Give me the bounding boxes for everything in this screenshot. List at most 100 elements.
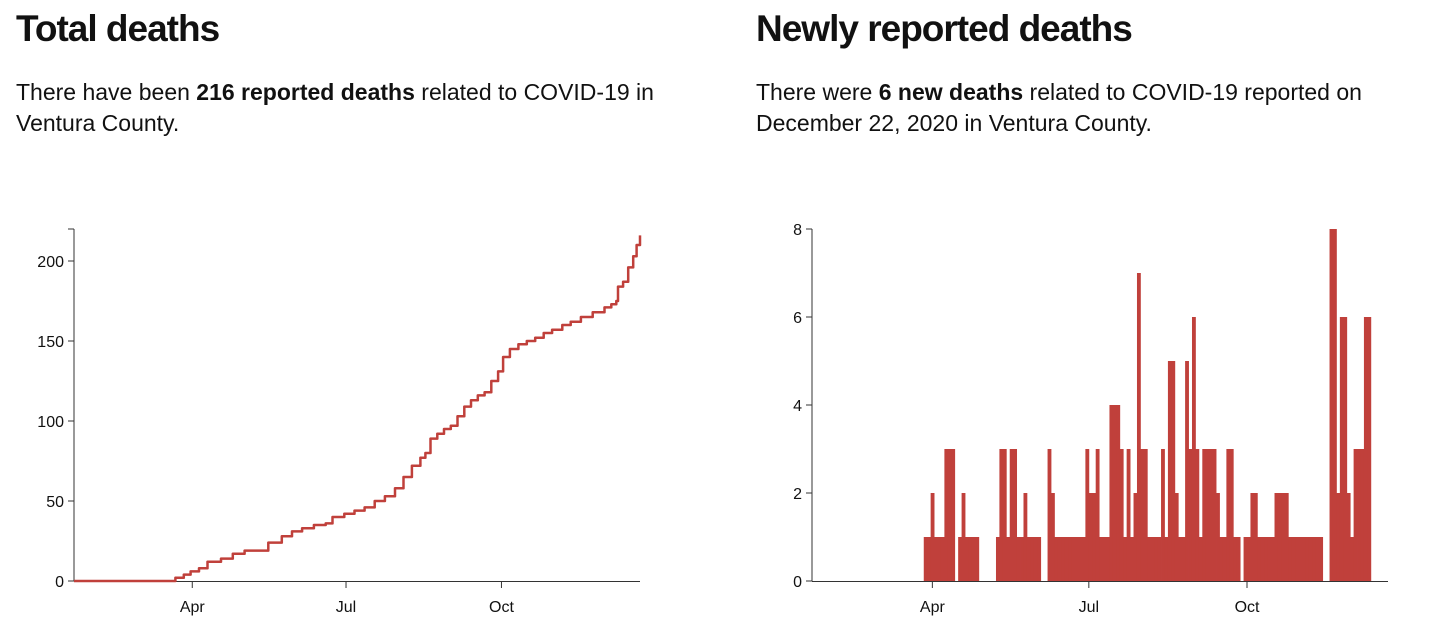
new-deaths-y-tick-label: 8 xyxy=(793,222,802,239)
total-deaths-summary-post: related to COVID-19 in Ventura County. xyxy=(16,79,654,136)
new-deaths-bar xyxy=(1350,537,1355,581)
new-deaths-bar xyxy=(1167,361,1172,581)
new-deaths-title: Newly reported deaths xyxy=(756,8,1133,49)
new-deaths-bar xyxy=(1298,537,1303,581)
new-deaths-bar xyxy=(1305,537,1310,581)
new-deaths-bar xyxy=(1243,537,1248,581)
new-deaths-bar xyxy=(951,449,956,581)
new-deaths-bar xyxy=(1095,449,1100,581)
new-deaths-y-tick-label: 0 xyxy=(793,574,802,591)
new-deaths-bar xyxy=(1202,449,1207,581)
new-deaths-bar xyxy=(961,493,966,581)
new-deaths-bar xyxy=(1257,537,1262,581)
new-deaths-bar xyxy=(940,537,945,581)
new-deaths-bar xyxy=(1075,537,1079,581)
new-deaths-bar xyxy=(1088,493,1093,581)
new-deaths-bar xyxy=(1357,449,1361,581)
new-deaths-bar xyxy=(1222,537,1227,581)
new-deaths-bar xyxy=(1260,537,1265,581)
new-deaths-bar xyxy=(1123,537,1128,581)
new-deaths-bar xyxy=(1006,537,1011,581)
total-deaths-y-tick-label: 200 xyxy=(37,254,64,271)
new-deaths-bar xyxy=(999,449,1004,581)
new-deaths-bar xyxy=(1281,493,1286,581)
new-deaths-bar xyxy=(1274,493,1279,581)
new-deaths-bar xyxy=(1250,493,1255,581)
new-deaths-bar xyxy=(995,537,1000,581)
new-deaths-bar xyxy=(927,537,932,581)
new-deaths-bar xyxy=(1161,449,1165,581)
new-deaths-bars xyxy=(923,229,1372,581)
new-deaths-bar xyxy=(1078,537,1083,581)
new-deaths-bar xyxy=(1332,229,1337,581)
new-deaths-bar xyxy=(1343,317,1348,581)
new-deaths-x-tick-label: Oct xyxy=(1235,599,1260,616)
new-deaths-bar xyxy=(934,537,938,581)
new-deaths-bar xyxy=(1112,405,1117,581)
new-deaths-bar xyxy=(1360,449,1365,581)
new-deaths-bar xyxy=(1277,493,1282,581)
new-deaths-bar xyxy=(1236,537,1241,581)
new-deaths-bar xyxy=(1143,449,1148,581)
new-deaths-bar xyxy=(1353,449,1358,581)
new-deaths-bar xyxy=(1109,405,1114,581)
new-deaths-bar xyxy=(1030,537,1035,581)
new-deaths-summary-pre: There were xyxy=(756,79,879,105)
new-deaths-bar xyxy=(1284,493,1289,581)
new-deaths-bar xyxy=(1136,273,1141,581)
new-deaths-bar xyxy=(1363,317,1368,581)
new-deaths-bar xyxy=(1185,361,1189,581)
new-deaths-bar xyxy=(1126,449,1131,581)
total-deaths-x-tick-label: Oct xyxy=(489,599,514,616)
new-deaths-bar xyxy=(1140,449,1145,581)
new-deaths-summary-bold: 6 new deaths xyxy=(878,79,1024,105)
new-deaths-bar xyxy=(1119,449,1124,581)
new-deaths-bar xyxy=(1099,537,1103,581)
new-deaths-bar xyxy=(1191,317,1196,581)
new-deaths-bar xyxy=(1295,537,1299,581)
new-deaths-bar xyxy=(1016,537,1021,581)
new-deaths-bar xyxy=(965,537,969,581)
new-deaths-bar xyxy=(975,537,980,581)
new-deaths-bar xyxy=(1157,537,1162,581)
new-deaths-bar xyxy=(1336,493,1341,581)
new-deaths-bar xyxy=(1216,493,1220,581)
new-deaths-bar xyxy=(1002,449,1007,581)
new-deaths-bar xyxy=(1154,537,1158,581)
new-deaths-bar xyxy=(1247,537,1251,581)
new-deaths-bar xyxy=(1312,537,1317,581)
new-deaths-bar xyxy=(930,493,935,581)
new-deaths-bar xyxy=(1195,449,1200,581)
new-deaths-bar xyxy=(1181,537,1186,581)
new-deaths-bar xyxy=(1212,449,1217,581)
new-deaths-bar xyxy=(1130,537,1134,581)
new-deaths-bar xyxy=(1233,537,1238,581)
total-deaths-summary-pre: There have been xyxy=(16,79,197,105)
new-deaths-y-tick-label: 2 xyxy=(793,486,802,503)
new-deaths-bar xyxy=(1319,537,1324,581)
new-deaths-bar xyxy=(1178,537,1183,581)
total-deaths-y-tick-label: 0 xyxy=(55,574,64,591)
total-deaths-title: Total deaths xyxy=(16,8,220,49)
new-deaths-bar xyxy=(1219,537,1224,581)
new-deaths-bar xyxy=(1037,537,1042,581)
new-deaths-bar xyxy=(1033,537,1038,581)
new-deaths-bar xyxy=(1346,493,1351,581)
new-deaths-bar xyxy=(1064,537,1069,581)
new-deaths-bar xyxy=(1068,537,1073,581)
new-deaths-bar xyxy=(1209,449,1214,581)
new-deaths-bar xyxy=(1116,405,1121,581)
new-deaths-bar xyxy=(1229,449,1234,581)
new-deaths-summary-post: related to COVID-19 reported on December… xyxy=(756,79,1362,136)
total-deaths-summary: There have been 216 reported deaths rela… xyxy=(16,77,676,139)
new-deaths-y-tick-label: 4 xyxy=(793,398,802,415)
total-deaths-summary-bold: 216 reported deaths xyxy=(196,79,415,105)
new-deaths-bar xyxy=(1339,317,1344,581)
new-deaths-bar xyxy=(958,537,962,581)
new-deaths-bar xyxy=(1061,537,1066,581)
new-deaths-x-tick-label: Jul xyxy=(1079,599,1099,616)
new-deaths-bar xyxy=(937,537,942,581)
new-deaths-summary: There were 6 new deaths related to COVID… xyxy=(756,77,1406,139)
